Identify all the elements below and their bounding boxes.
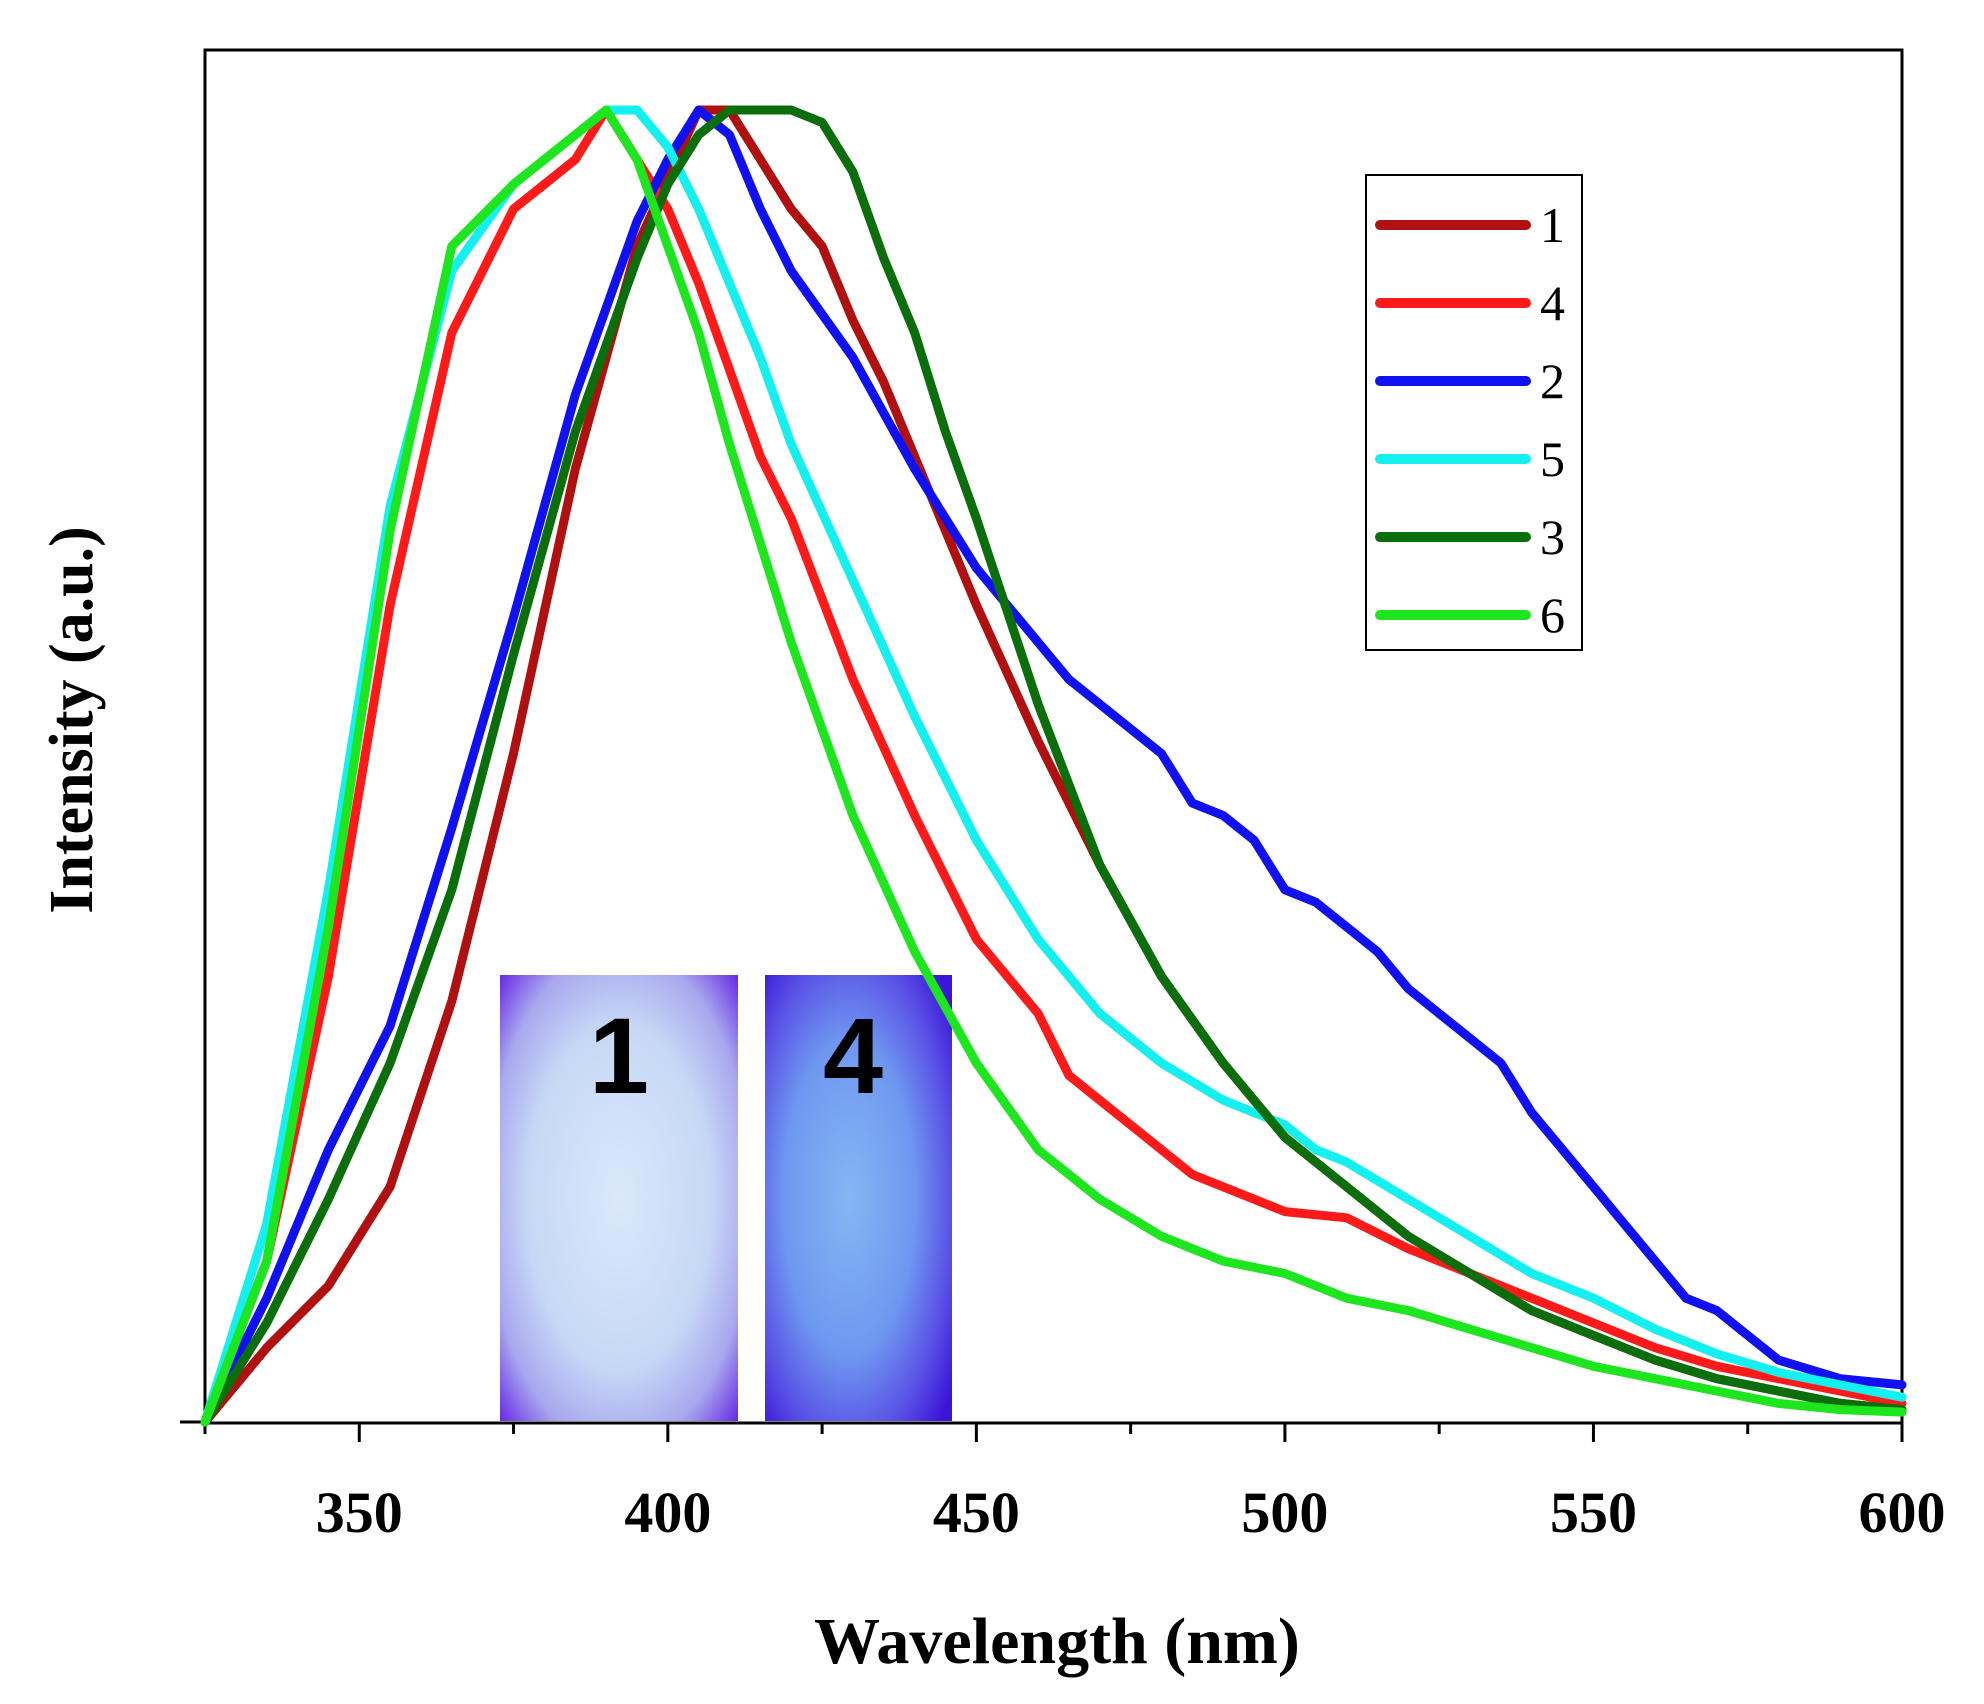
- legend-label-6: 6: [1540, 587, 1565, 643]
- legend-label-5: 5: [1540, 431, 1565, 487]
- inset-photo-1: 1: [500, 975, 738, 1421]
- x-tick-label: 400: [624, 1480, 711, 1545]
- legend-label-3: 3: [1540, 509, 1565, 565]
- series-lines: [200, 105, 1907, 1427]
- legend-box: [1365, 174, 1583, 651]
- legend-label-2: 2: [1540, 353, 1565, 409]
- y-axis-title: Intensity (a.u.): [38, 526, 106, 914]
- legend-label-1: 1: [1540, 197, 1565, 253]
- x-tick-label: 350: [316, 1480, 403, 1545]
- legend-label-4: 4: [1540, 275, 1565, 331]
- inset-label-4: 4: [823, 995, 883, 1116]
- x-axis-title: Wavelength (nm): [814, 1605, 1300, 1678]
- plot-frame: [203, 48, 1904, 1425]
- series-line-2: [200, 105, 1907, 1427]
- series-line-1: [200, 105, 1907, 1427]
- inset-photo-4: 4: [765, 975, 952, 1421]
- x-axis-ticks: 350 400 450 500 550 600: [203, 1422, 1946, 1545]
- inset-label-1: 1: [589, 995, 649, 1116]
- x-tick-label: 450: [933, 1480, 1020, 1545]
- series-line-6: [200, 105, 1907, 1427]
- legend: 1 4 2 5 3 6: [1365, 174, 1583, 651]
- series-line-3: [200, 105, 1907, 1427]
- series-line-4: [200, 105, 1907, 1427]
- x-tick-label: 600: [1859, 1480, 1946, 1545]
- x-tick-label: 500: [1241, 1480, 1328, 1545]
- x-tick-label: 550: [1550, 1480, 1637, 1545]
